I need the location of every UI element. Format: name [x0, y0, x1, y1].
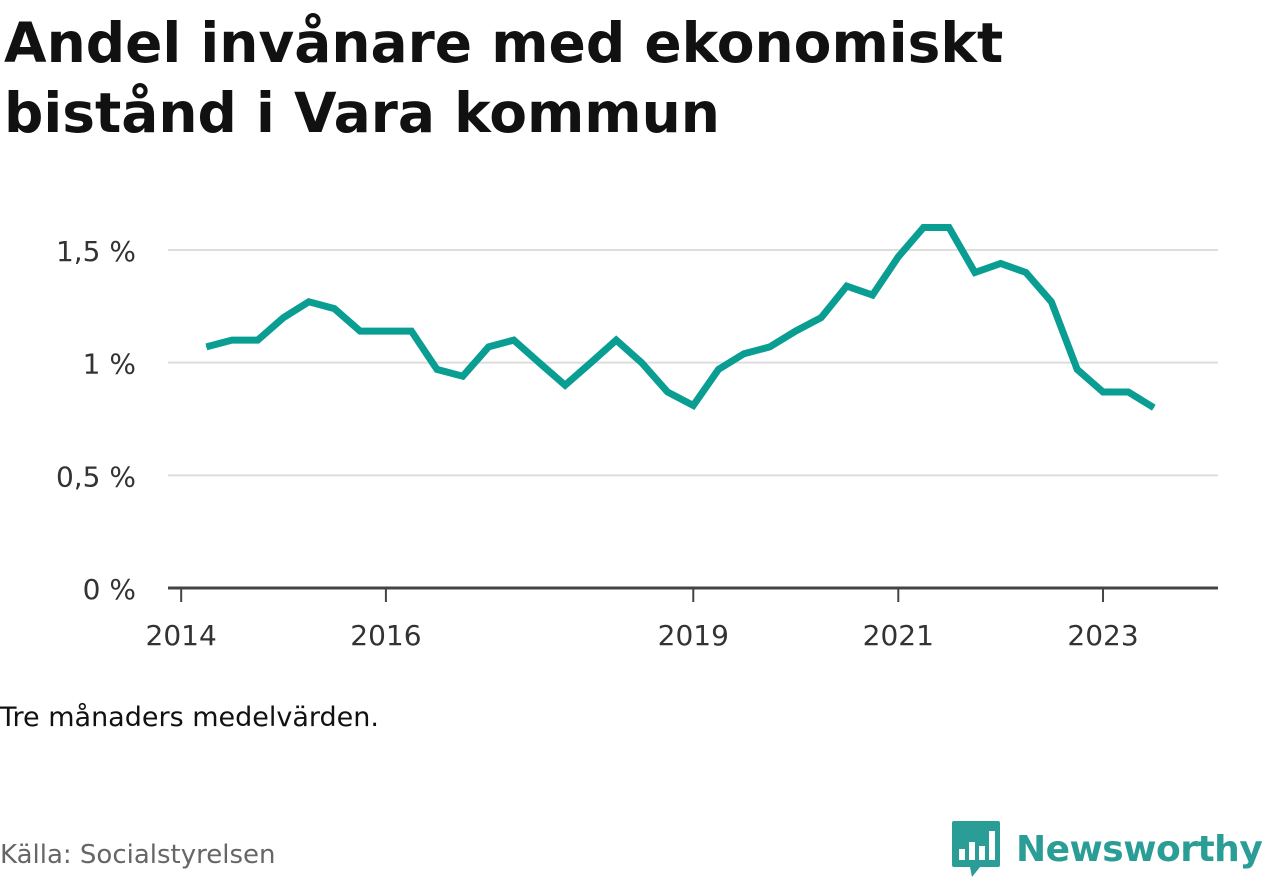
chart-note: Tre månaders medelvärden. — [0, 702, 379, 733]
x-tick-label: 2019 — [658, 619, 729, 652]
x-tick-label: 2023 — [1067, 619, 1138, 652]
series-line — [205, 224, 1156, 411]
data-point — [897, 256, 899, 258]
data-point — [923, 227, 924, 228]
data-point — [257, 339, 259, 341]
source-credit: Källa: Socialstyrelsen — [0, 840, 276, 870]
data-point — [436, 368, 438, 370]
data-point — [1127, 391, 1129, 393]
gridlines — [168, 249, 1218, 477]
line-chart: 0 % 0,5 % 1 % 1,5 % 2014 2016 2019 2021 2023 — [56, 224, 1218, 652]
data-point — [743, 353, 745, 355]
data-point — [488, 346, 490, 348]
x-tick-label: 2016 — [350, 619, 421, 652]
y-axis-tick-labels: 0 % 0,5 % 1 % 1,5 % — [56, 235, 136, 606]
data-point — [283, 317, 284, 319]
data-point — [385, 330, 387, 332]
data-point — [308, 301, 310, 303]
data-point — [769, 346, 771, 348]
series-layer — [205, 224, 1156, 411]
y-tick-label: 0,5 % — [56, 460, 136, 493]
data-point — [872, 294, 873, 296]
brand-logo: Newsworthy — [950, 818, 1262, 880]
data-point — [333, 308, 335, 310]
data-point — [410, 330, 412, 332]
data-point — [231, 339, 233, 341]
y-tick-label: 1,5 % — [56, 235, 136, 268]
data-point — [846, 285, 848, 287]
data-point — [564, 384, 566, 386]
data-point — [538, 362, 540, 364]
y-tick-label: 0 % — [83, 573, 136, 606]
data-point — [1076, 368, 1078, 370]
x-tick-label: 2014 — [146, 619, 217, 652]
data-point — [718, 368, 719, 370]
data-point — [820, 317, 822, 319]
data-point — [1050, 301, 1052, 303]
data-point — [795, 330, 797, 332]
data-point — [462, 375, 464, 377]
data-point — [667, 391, 668, 393]
data-point — [1025, 272, 1027, 273]
data-point — [615, 339, 617, 341]
data-point — [948, 227, 950, 228]
newsworthy-chart-bubble-icon — [952, 821, 1000, 877]
data-point — [359, 330, 361, 332]
data-point — [513, 339, 515, 341]
data-point — [641, 362, 643, 364]
data-point — [590, 362, 592, 364]
x-tick-label: 2021 — [863, 619, 934, 652]
data-point — [205, 346, 207, 348]
data-point — [974, 272, 976, 273]
x-axis-ticks: 2014 2016 2019 2021 2023 — [146, 588, 1139, 652]
brand-name: Newsworthy — [1016, 828, 1262, 870]
data-point — [1000, 263, 1002, 264]
data-point — [1102, 391, 1104, 393]
y-tick-label: 1 % — [83, 348, 136, 381]
data-point — [1153, 407, 1155, 409]
chart-title: Andel invånare med ekonomiskt bistånd i … — [4, 11, 1004, 145]
data-point — [692, 405, 694, 406]
